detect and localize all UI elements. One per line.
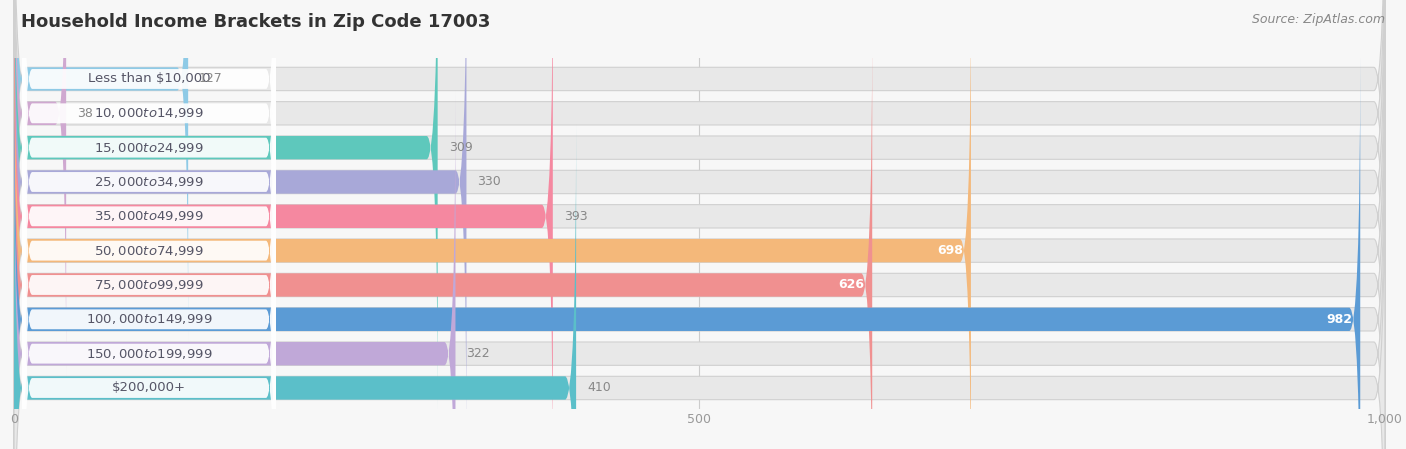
FancyBboxPatch shape bbox=[14, 0, 1385, 445]
FancyBboxPatch shape bbox=[14, 0, 1385, 449]
Text: 330: 330 bbox=[478, 176, 501, 189]
Text: $100,000 to $149,999: $100,000 to $149,999 bbox=[86, 313, 212, 326]
Text: $35,000 to $49,999: $35,000 to $49,999 bbox=[94, 209, 204, 223]
FancyBboxPatch shape bbox=[22, 0, 276, 316]
Text: 982: 982 bbox=[1326, 313, 1353, 326]
FancyBboxPatch shape bbox=[22, 13, 276, 449]
FancyBboxPatch shape bbox=[22, 48, 276, 449]
FancyBboxPatch shape bbox=[14, 91, 456, 449]
FancyBboxPatch shape bbox=[22, 0, 276, 351]
FancyBboxPatch shape bbox=[14, 0, 467, 445]
Text: 698: 698 bbox=[936, 244, 963, 257]
FancyBboxPatch shape bbox=[14, 125, 1385, 449]
Text: 38: 38 bbox=[77, 107, 93, 120]
FancyBboxPatch shape bbox=[14, 22, 872, 449]
FancyBboxPatch shape bbox=[22, 0, 276, 385]
Text: Source: ZipAtlas.com: Source: ZipAtlas.com bbox=[1251, 13, 1385, 26]
Text: 626: 626 bbox=[838, 278, 863, 291]
Text: $200,000+: $200,000+ bbox=[112, 382, 186, 395]
Text: Household Income Brackets in Zip Code 17003: Household Income Brackets in Zip Code 17… bbox=[21, 13, 491, 31]
Text: 393: 393 bbox=[564, 210, 588, 223]
Text: $150,000 to $199,999: $150,000 to $199,999 bbox=[86, 347, 212, 361]
FancyBboxPatch shape bbox=[14, 91, 1385, 449]
FancyBboxPatch shape bbox=[14, 0, 188, 342]
Text: 410: 410 bbox=[588, 382, 610, 395]
FancyBboxPatch shape bbox=[22, 82, 276, 449]
Text: 309: 309 bbox=[449, 141, 472, 154]
Text: $75,000 to $99,999: $75,000 to $99,999 bbox=[94, 278, 204, 292]
FancyBboxPatch shape bbox=[14, 0, 972, 449]
FancyBboxPatch shape bbox=[14, 125, 576, 449]
FancyBboxPatch shape bbox=[14, 0, 1385, 342]
Text: 322: 322 bbox=[467, 347, 491, 360]
FancyBboxPatch shape bbox=[22, 116, 276, 449]
FancyBboxPatch shape bbox=[22, 0, 276, 419]
FancyBboxPatch shape bbox=[14, 0, 437, 411]
FancyBboxPatch shape bbox=[22, 0, 276, 449]
Text: $10,000 to $14,999: $10,000 to $14,999 bbox=[94, 106, 204, 120]
FancyBboxPatch shape bbox=[14, 0, 1385, 411]
Text: 127: 127 bbox=[200, 72, 224, 85]
FancyBboxPatch shape bbox=[14, 56, 1385, 449]
FancyBboxPatch shape bbox=[14, 0, 1385, 376]
Text: $25,000 to $34,999: $25,000 to $34,999 bbox=[94, 175, 204, 189]
Text: $50,000 to $74,999: $50,000 to $74,999 bbox=[94, 244, 204, 258]
FancyBboxPatch shape bbox=[14, 0, 1385, 449]
FancyBboxPatch shape bbox=[14, 0, 553, 449]
FancyBboxPatch shape bbox=[14, 0, 66, 376]
FancyBboxPatch shape bbox=[14, 22, 1385, 449]
FancyBboxPatch shape bbox=[14, 56, 1360, 449]
FancyBboxPatch shape bbox=[22, 151, 276, 449]
Text: $15,000 to $24,999: $15,000 to $24,999 bbox=[94, 141, 204, 154]
Text: Less than $10,000: Less than $10,000 bbox=[87, 72, 211, 85]
